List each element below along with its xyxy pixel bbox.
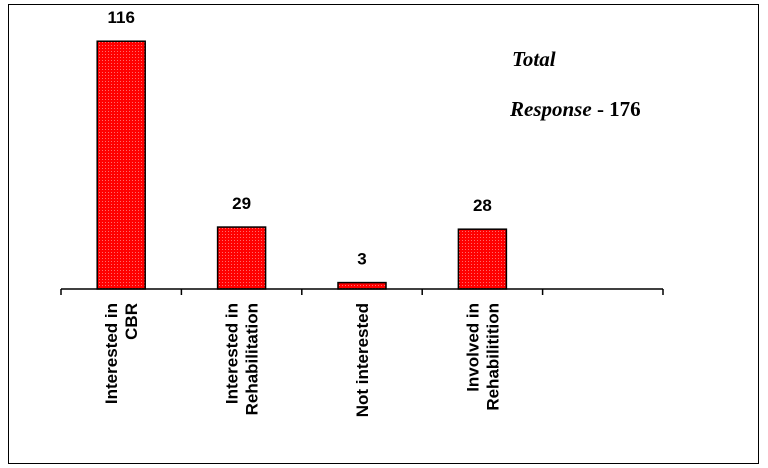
bar [96, 40, 146, 290]
category-label: Interested in CBR [102, 303, 141, 404]
annotation-response-value: - 176 [592, 97, 641, 121]
annotation-total: Total [512, 47, 556, 71]
category-label: Not interested [353, 303, 372, 417]
category-label-line: Rehabilitition [483, 303, 502, 411]
category-label-line: Not interested [353, 303, 372, 417]
data-label: 3 [357, 250, 366, 269]
category-labels-group: Interested in CBR Interested in Rehabilitat… [102, 303, 502, 417]
category-label-line: Involved in [463, 303, 482, 392]
annotation-response-label: Response [509, 97, 592, 121]
data-label: 28 [473, 196, 492, 215]
category-label-line: CBR [122, 303, 141, 340]
category-label-line: Rehabilitation [243, 303, 262, 415]
data-label: 29 [232, 194, 251, 213]
x-axis [60, 288, 664, 295]
category-label-line: Interested in [223, 303, 242, 404]
category-label: Involved in Rehabilitition [463, 303, 502, 411]
category-label-line: Interested in [102, 303, 121, 404]
bars-group [96, 40, 508, 290]
bar [216, 226, 267, 290]
data-labels-group: 116 29 3 28 [107, 8, 491, 268]
bar [457, 228, 508, 290]
bar [337, 281, 387, 290]
data-label: 116 [107, 8, 134, 27]
annotation-response: Response - 176 [509, 97, 641, 121]
category-label: Interested in Rehabilitation [223, 303, 262, 415]
